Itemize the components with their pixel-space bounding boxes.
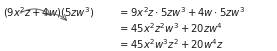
Text: $= 45x^2z^2w^3 + 20zw^4$: $= 45x^2z^2w^3 + 20zw^4$ xyxy=(118,21,223,35)
Text: $(9x^2z + 4w)(5zw^3)$: $(9x^2z + 4w)(5zw^3)$ xyxy=(3,5,94,20)
Text: $= 9x^2z \cdot 5zw^3 + 4w \cdot 5zw^3$: $= 9x^2z \cdot 5zw^3 + 4w \cdot 5zw^3$ xyxy=(118,5,245,19)
Text: $= 45x^2w^3z^2 + 20w^4z$: $= 45x^2w^3z^2 + 20w^4z$ xyxy=(118,37,224,51)
